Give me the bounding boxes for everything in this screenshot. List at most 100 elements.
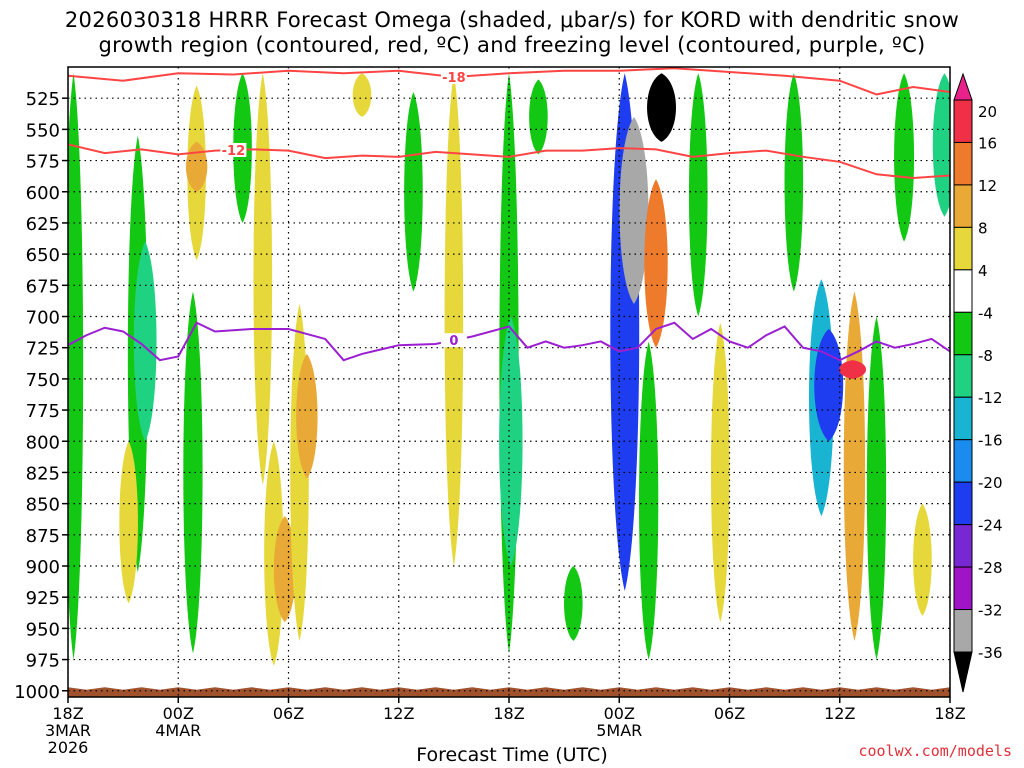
omega-region-24 (639, 341, 659, 660)
colorbar-bin-3 (953, 226, 973, 271)
omega-region-12 (296, 353, 318, 479)
omega-region-17 (499, 316, 523, 567)
x-tick-sublabel-30-0: 5MAR (596, 721, 642, 740)
colorbar-bin-4 (953, 269, 973, 313)
omega-region-22 (647, 73, 676, 142)
omega-region-14 (404, 91, 423, 292)
colorbar-bin-5 (953, 311, 973, 356)
omega-region-13 (352, 73, 372, 117)
omega-region-6 (183, 291, 203, 654)
y-tick-label-800: 800 (26, 432, 60, 453)
x-tick-sublabel-6-0: 4MAR (155, 721, 201, 740)
y-tick-label-600: 600 (26, 183, 60, 204)
omega-region-5 (185, 141, 208, 192)
omega-region-2 (133, 241, 157, 442)
y-tick-label-850: 850 (26, 495, 60, 516)
x-tick-label-18: 12Z (383, 704, 414, 723)
colorbar-bin-6 (953, 354, 973, 398)
x-tick-label-36: 06Z (714, 704, 745, 723)
y-tick-label-1000: 1000 (14, 682, 60, 703)
x-tick-label-24: 18Z (493, 704, 524, 723)
colorbar-bin-1 (953, 141, 973, 186)
omega-region-10 (273, 516, 296, 623)
colorbar-label-13: -36 (978, 644, 1003, 662)
y-tick-label-625: 625 (26, 214, 60, 235)
colorbar-bin-8 (953, 439, 973, 483)
x-tick-label-0: 18Z (52, 704, 83, 723)
freezing-level-contour-label: 0 (449, 334, 458, 349)
freezing-level-contour (68, 321, 950, 362)
colorbar-bin-9 (953, 481, 973, 526)
y-tick-label-950: 950 (26, 619, 60, 640)
y-tick-label-675: 675 (26, 276, 60, 297)
omega-region-25 (688, 73, 708, 317)
omega-region-8 (253, 73, 273, 485)
colorbar-max-arrow (953, 72, 973, 101)
dendritic-contour-1-label-bg (220, 142, 247, 157)
colorbar-label-4: 4 (978, 262, 988, 280)
x-tick-label-30: 00Z (604, 704, 635, 723)
omega-region-27 (784, 73, 804, 292)
omega-region-15 (444, 73, 464, 567)
colorbar-label-2: 12 (978, 177, 997, 195)
x-tick-sublabel-0-1: 2026 (48, 738, 89, 757)
colorbar-label-7: -12 (978, 389, 1003, 407)
omega-region-29 (814, 328, 844, 442)
y-tick-label-975: 975 (26, 651, 60, 672)
omega-region-19 (564, 566, 583, 641)
omega-region-23 (644, 179, 668, 348)
omega-region-0 (68, 73, 84, 660)
colorbar-label-5: -4 (978, 304, 993, 322)
chart-title-line2: growth region (contoured, red, ºC) and f… (98, 33, 926, 57)
y-tick-label-725: 725 (26, 339, 60, 360)
y-tick-label-825: 825 (26, 463, 60, 484)
y-tick-label-700: 700 (26, 308, 60, 329)
dendritic-contour-1 (68, 143, 950, 180)
colorbar-label-9: -20 (978, 474, 1003, 492)
omega-region-32 (866, 316, 887, 660)
colorbar-bin-0 (953, 99, 973, 143)
y-tick-label-525: 525 (26, 89, 60, 110)
dendritic-contour-0 (68, 67, 950, 96)
omega-region-31 (839, 360, 867, 379)
colorbar-label-12: -32 (978, 602, 1003, 620)
plot-area: -18 -12 0 (68, 67, 950, 697)
dendritic-contour-0-label-bg (440, 69, 467, 84)
dendritic-contour-0-label: -18 (442, 71, 466, 86)
colorbar-label-11: -28 (978, 559, 1003, 577)
omega-region-34 (932, 73, 950, 217)
colorbar-min-arrow (953, 651, 973, 693)
colorbar-label-8: -16 (978, 432, 1003, 450)
y-tick-label-900: 900 (26, 557, 60, 578)
colorbar-bin-10 (953, 524, 973, 568)
y-tick-label-925: 925 (26, 588, 60, 609)
x-tick-label-48: 18Z (934, 704, 965, 723)
x-tick-label-12: 06Z (273, 704, 304, 723)
colorbar-label-1: 16 (978, 134, 997, 152)
y-tick-label-775: 775 (26, 401, 60, 422)
dendritic-contour-1-label: -12 (222, 144, 246, 159)
colorbar-bin-2 (953, 184, 973, 228)
omega-region-3 (119, 441, 138, 604)
colorbar-bin-11 (953, 566, 973, 611)
chart-title-line1: 2026030318 HRRR Forecast Omega (shaded, … (64, 8, 960, 32)
omega-region-9 (264, 441, 284, 666)
x-axis-label: Forecast Time (UTC) (416, 744, 608, 766)
x-tick-sublabel-0-0: 3MAR (45, 721, 91, 740)
y-tick-label-575: 575 (26, 152, 60, 173)
colorbar-bin-12 (953, 609, 973, 653)
x-tick-label-42: 12Z (824, 704, 855, 723)
freezing-level-contour-label-bg (440, 333, 467, 348)
x-tick-label-6: 00Z (163, 704, 194, 723)
colorbar-label-6: -8 (978, 347, 993, 365)
colorbar-label-3: 8 (978, 219, 988, 237)
omega-region-33 (894, 73, 915, 242)
colorbar-label-10: -24 (978, 517, 1003, 535)
omega-region-26 (711, 322, 730, 623)
y-tick-label-550: 550 (26, 120, 60, 141)
colorbar-label-0: 20 (978, 103, 997, 121)
credit-text: coolwx.com/models (858, 742, 1012, 760)
y-tick-label-875: 875 (26, 526, 60, 547)
omega-region-18 (529, 79, 548, 155)
